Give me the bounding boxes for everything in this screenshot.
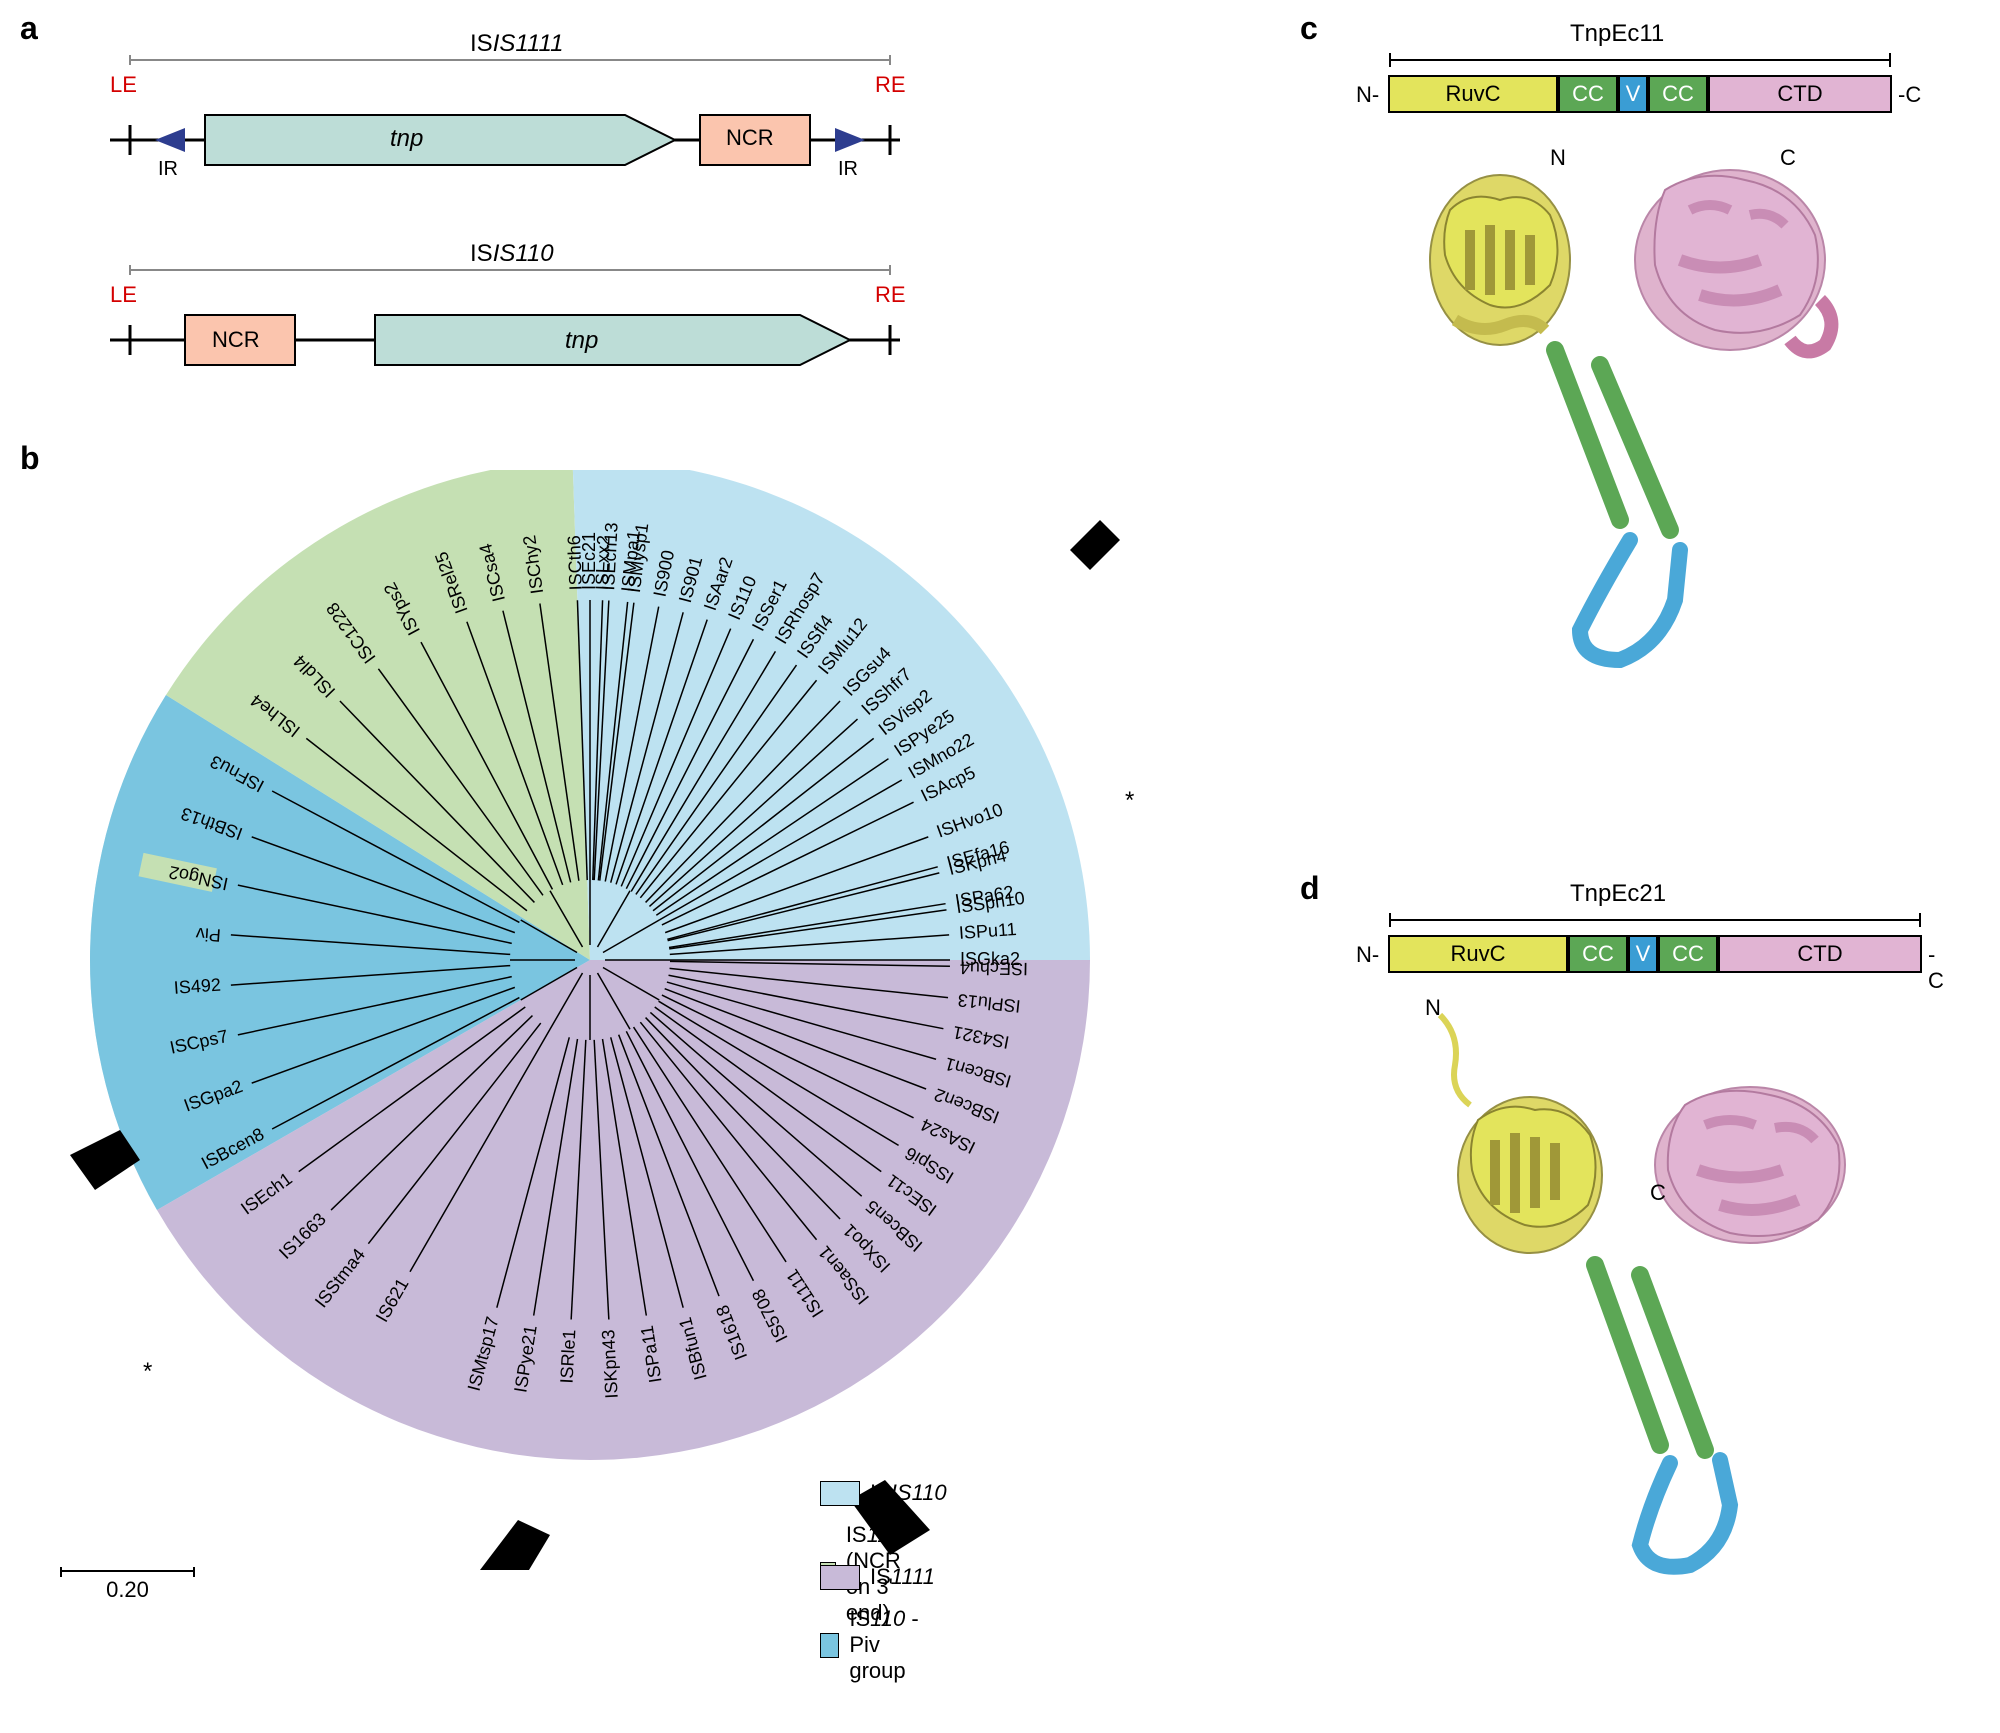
panelc-cc2: CC	[1648, 75, 1708, 113]
paneld-ruvC: RuvC	[1388, 935, 1568, 973]
panelc-bracket	[1350, 50, 1950, 70]
panelc-v: V	[1618, 75, 1648, 113]
is110-re: RE	[875, 282, 906, 308]
panel-d-label: d	[1300, 870, 1320, 907]
panel-a-label: a	[20, 10, 38, 47]
panelc-n: N	[1550, 145, 1566, 170]
panelc-c: C	[1780, 145, 1796, 170]
scale-label: 0.20	[60, 1577, 195, 1603]
tree-container: ISCth6ISChy2ISCsa4ISRel25ISYps2ISC1228IS…	[60, 470, 1180, 1570]
tnpd-title: TnpEc21	[1570, 880, 1666, 908]
panelc-ruvC: RuvC	[1388, 75, 1558, 113]
is110-le: LE	[110, 282, 137, 308]
panelc-nterm: N-	[1356, 82, 1379, 108]
is1111-ncr: NCR	[726, 125, 774, 151]
tree-svg: ISCth6ISChy2ISCsa4ISRel25ISYps2ISC1228IS…	[60, 470, 1180, 1570]
svg-text:ISRle1: ISRle1	[557, 1329, 580, 1384]
paneld-cc2: CC	[1658, 935, 1718, 973]
paneld-protein: N C	[1400, 995, 1900, 1615]
paneld-v: V	[1628, 935, 1658, 973]
scale-bar: 0.20	[60, 1570, 195, 1603]
is1111-le: LE	[110, 72, 137, 98]
panelc-cc1: CC	[1558, 75, 1618, 113]
is1111-ir-left: IR	[158, 158, 178, 181]
panel-c-label: c	[1300, 10, 1318, 47]
is1111-svg	[100, 30, 900, 230]
is110-ncr: NCR	[212, 327, 260, 353]
is1111-ir-right: IR	[838, 158, 858, 181]
panelc-cterm: -C	[1898, 82, 1921, 108]
svg-text:ISPu11: ISPu11	[958, 919, 1017, 943]
panel-a-diagram: ISIS1111 LE RE tnp NCR IR IR ISIS110	[100, 30, 900, 410]
panelc-protein: N C	[1400, 140, 1900, 720]
asterisk-1: *	[1125, 787, 1134, 815]
panel-b-label: b	[20, 440, 40, 477]
svg-text:ISGka2: ISGka2	[960, 949, 1020, 969]
paneld-cterm: -C	[1928, 942, 1950, 994]
paneld-nterm: N-	[1356, 942, 1379, 968]
is1111-tnp: tnp	[390, 125, 423, 153]
svg-text:ISEc21: ISEc21	[579, 532, 599, 590]
tnpc-title: TnpEc11	[1570, 20, 1664, 48]
svg-text:IS492: IS492	[173, 975, 221, 998]
asterisk-2: *	[143, 1358, 152, 1386]
paneld-bracket	[1350, 910, 1950, 930]
legend-piv: IS110 - Piv group	[849, 1606, 926, 1684]
swatch-piv	[820, 1633, 839, 1658]
legend-is110: ISIS110	[870, 1480, 947, 1506]
paneld-cc1: CC	[1568, 935, 1628, 973]
panelc-ctd: CTD	[1708, 75, 1892, 113]
legend-is1111: IS1111	[870, 1564, 935, 1590]
paneld-ctd: CTD	[1718, 935, 1922, 973]
svg-text:Piv: Piv	[195, 924, 221, 946]
paneld-n: N	[1425, 995, 1441, 1020]
swatch-is1111	[820, 1565, 860, 1590]
swatch-is110	[820, 1481, 860, 1506]
svg-text:ISKpn43: ISKpn43	[598, 1329, 622, 1399]
is1111-re: RE	[875, 72, 906, 98]
paneld-c: C	[1650, 1180, 1666, 1205]
is110-tnp: tnp	[565, 327, 598, 355]
